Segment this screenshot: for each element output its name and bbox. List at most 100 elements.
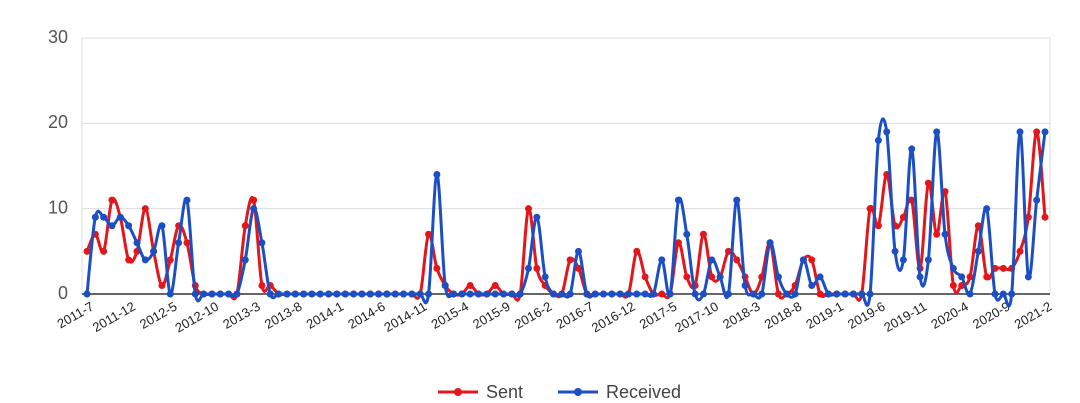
point (466, 290, 474, 298)
point (275, 290, 283, 298)
point (758, 290, 766, 298)
point (550, 290, 558, 298)
point (141, 256, 149, 264)
point (949, 281, 957, 289)
point (616, 290, 624, 298)
x-tick-label: 2012-10 (172, 299, 221, 336)
x-tick-label: 2016-2 (512, 299, 555, 332)
point (400, 290, 408, 298)
point (266, 290, 274, 298)
point (241, 256, 249, 264)
point (316, 290, 324, 298)
point (141, 205, 149, 213)
point (883, 128, 891, 136)
point (525, 264, 533, 272)
point (674, 196, 682, 204)
x-tick-label: 2019-1 (803, 299, 846, 332)
x-tick-label: 2019-11 (881, 299, 929, 335)
x-tick-label: 2017-10 (672, 299, 721, 336)
point (591, 290, 599, 298)
x-tick-label: 2011-12 (90, 299, 138, 335)
point (858, 290, 866, 298)
point (866, 290, 874, 298)
point (1016, 247, 1024, 255)
point (333, 290, 341, 298)
y-tick-label: 0 (58, 283, 68, 303)
point (425, 290, 433, 298)
point (341, 290, 349, 298)
point (158, 281, 166, 289)
point (458, 290, 466, 298)
x-tick-label: 2018-8 (762, 299, 805, 332)
point (566, 256, 574, 264)
point (1024, 273, 1032, 281)
point (974, 222, 982, 230)
legend-label: Received (606, 382, 681, 402)
point (699, 230, 707, 238)
point (599, 290, 607, 298)
point (500, 290, 508, 298)
point (83, 290, 91, 298)
x-tick-label: 2012-5 (137, 299, 180, 332)
point (483, 290, 491, 298)
point (774, 273, 782, 281)
point (516, 290, 524, 298)
x-tick-label: 2014-11 (381, 299, 429, 335)
point (899, 256, 907, 264)
point (100, 213, 108, 221)
point (966, 290, 974, 298)
point (183, 196, 191, 204)
legend-label: Sent (486, 382, 523, 402)
point (83, 247, 91, 255)
point (1033, 196, 1041, 204)
x-tick-label: 2014-6 (345, 299, 388, 332)
point (966, 273, 974, 281)
point (508, 290, 516, 298)
point (433, 171, 441, 179)
point (166, 290, 174, 298)
point (824, 290, 832, 298)
point (724, 247, 732, 255)
legend-swatch (454, 388, 462, 396)
point (958, 273, 966, 281)
point (150, 247, 158, 255)
point (658, 256, 666, 264)
point (466, 281, 474, 289)
point (450, 290, 458, 298)
point (441, 281, 449, 289)
point (633, 290, 641, 298)
point (908, 145, 916, 153)
point (816, 273, 824, 281)
point (974, 247, 982, 255)
point (300, 290, 308, 298)
x-tick-label: 2021-2 (1012, 299, 1055, 332)
y-tick-label: 30 (48, 27, 68, 47)
point (666, 290, 674, 298)
legend-swatch (574, 388, 582, 396)
x-tick-label: 2015-4 (429, 299, 472, 332)
point (1041, 213, 1049, 221)
point (708, 273, 716, 281)
point (416, 290, 424, 298)
point (158, 222, 166, 230)
point (491, 290, 499, 298)
point (674, 239, 682, 247)
point (250, 205, 258, 213)
point (774, 290, 782, 298)
point (683, 230, 691, 238)
point (633, 247, 641, 255)
point (366, 290, 374, 298)
point (733, 256, 741, 264)
point (583, 290, 591, 298)
point (983, 205, 991, 213)
point (408, 290, 416, 298)
point (833, 290, 841, 298)
x-tick-label: 2017-5 (637, 299, 680, 332)
point (225, 290, 233, 298)
x-tick-label: 2020-4 (928, 299, 971, 332)
point (566, 290, 574, 298)
y-tick-label: 10 (48, 197, 68, 217)
point (241, 222, 249, 230)
point (375, 290, 383, 298)
point (741, 281, 749, 289)
